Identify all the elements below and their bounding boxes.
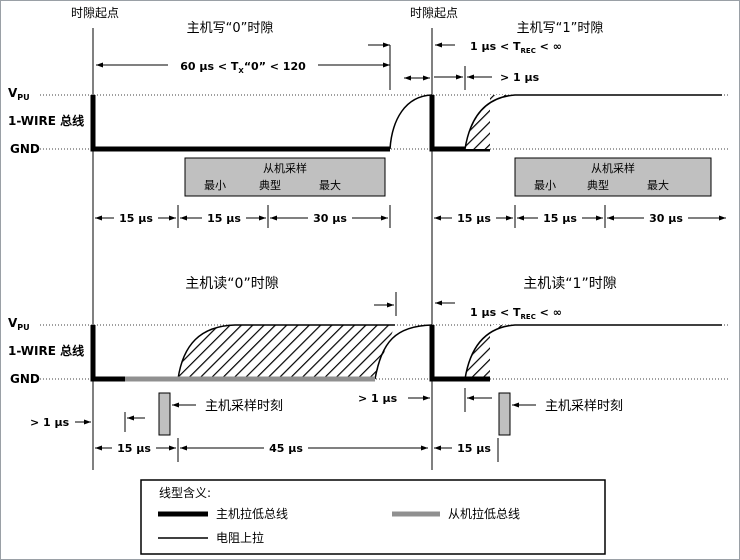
read0-pullup-curve xyxy=(374,324,433,380)
read1-label-15: 15 μs xyxy=(457,442,491,455)
read0-master-sample-label: 主机采样时刻 xyxy=(205,399,283,414)
write1-label-30: 30 μs xyxy=(649,212,683,225)
gnd-label-top: GND xyxy=(10,142,40,156)
read0-recovery-label: > 1 μs xyxy=(358,392,398,405)
read0-title: 主机读“0”时隙 xyxy=(185,275,278,292)
write1-sample-typ: 典型 xyxy=(587,178,609,192)
write0-slave-sample-box xyxy=(184,157,386,197)
write0-bg-15b xyxy=(202,210,246,226)
write0-title: 主机写“0”时隙 xyxy=(187,21,274,36)
write0-sample-max: 最大 xyxy=(319,178,341,192)
read0-bg-15 xyxy=(112,440,156,456)
write0-master-low xyxy=(90,95,390,152)
write1-sample-max: 最大 xyxy=(647,178,669,192)
read1-title: 主机读“1”时隙 xyxy=(523,275,616,292)
slot-start-label-1: 时隙起点 xyxy=(71,6,119,20)
read1-hatch-region xyxy=(465,325,515,379)
write0-label-15a: 15 μs xyxy=(119,212,153,225)
wire-label-bottom: 1-WIRE 总线 xyxy=(8,343,84,358)
write1-bg-15a xyxy=(452,210,496,226)
write0-label-30: 30 μs xyxy=(313,212,347,225)
write1-sample-title: 从机采样 xyxy=(591,161,635,175)
write0-sample-title: 从机采样 xyxy=(263,161,307,175)
write1-sample-min: 最小 xyxy=(534,179,556,192)
read0-upper-edge xyxy=(177,324,395,380)
write0-tx-label-bg xyxy=(168,56,318,74)
write1-title: 主机写“1”时隙 xyxy=(517,21,604,36)
legend-pullup-label: 电阻上拉 xyxy=(216,530,264,545)
read1-master-sample-label: 主机采样时刻 xyxy=(545,399,623,414)
write1-label-15b: 15 μs xyxy=(543,212,577,225)
write0-sample-typ: 典型 xyxy=(259,178,281,192)
write1-bg-15b xyxy=(538,210,582,226)
read0-bg-45 xyxy=(264,440,308,456)
write0-pullup-curve xyxy=(389,94,433,150)
legend-box xyxy=(140,479,606,555)
read0-label-15: 15 μs xyxy=(117,442,151,455)
legend-slave-label: 从机拉低总线 xyxy=(448,506,520,521)
read0-master-low xyxy=(90,325,125,382)
write0-bg-15a xyxy=(114,210,158,226)
read1-master-low xyxy=(429,325,490,382)
read0-gt1-label: > 1 μs xyxy=(30,416,70,429)
write1-pullup-curve xyxy=(464,94,722,150)
write1-gt1-label: > 1 μs xyxy=(500,71,540,84)
write1-bg-30 xyxy=(644,210,688,226)
svg-text:1 μs < TREC < ∞: 1 μs < TREC < ∞ xyxy=(470,40,562,55)
write0-bg-30 xyxy=(308,210,352,226)
read1-master-sample-marker xyxy=(498,392,511,436)
read0-hatch-region xyxy=(178,325,395,379)
read0-label-45: 45 μs xyxy=(269,442,303,455)
read1-trec-label: 1 μs < TREC < ∞ xyxy=(470,306,562,321)
write1-label-15a: 15 μs xyxy=(457,212,491,225)
vpu-label-bottom: VPU xyxy=(8,316,30,332)
wire-label-top: 1-WIRE 总线 xyxy=(8,113,84,128)
svg-text:1 μs < TREC < ∞: 1 μs < TREC < ∞ xyxy=(470,306,562,321)
slot-start-label-2: 时隙起点 xyxy=(410,6,458,20)
write0-tx-label: 60 μs < TX“0” < 120 xyxy=(180,60,306,75)
write1-slave-sample-box xyxy=(514,157,712,197)
vpu-label-top: VPU xyxy=(8,86,30,102)
write0-label-15b: 15 μs xyxy=(207,212,241,225)
read1-bg-15 xyxy=(452,440,496,456)
svg-text:60 μs < TX“0” < 120: 60 μs < TX“0” < 120 xyxy=(180,60,306,75)
svg-text:VPU: VPU xyxy=(8,316,30,332)
write0-sample-min: 最小 xyxy=(204,179,226,192)
read0-master-sample-marker xyxy=(158,392,171,436)
write1-trec-label: 1 μs < TREC < ∞ xyxy=(470,40,562,55)
gnd-label-bottom: GND xyxy=(10,372,40,386)
legend-master-label: 主机拉低总线 xyxy=(216,506,288,521)
write1-hatch-region xyxy=(465,95,515,149)
svg-text:VPU: VPU xyxy=(8,86,30,102)
read1-pullup-curve xyxy=(464,324,722,380)
legend-title: 线型含义: xyxy=(159,485,211,500)
